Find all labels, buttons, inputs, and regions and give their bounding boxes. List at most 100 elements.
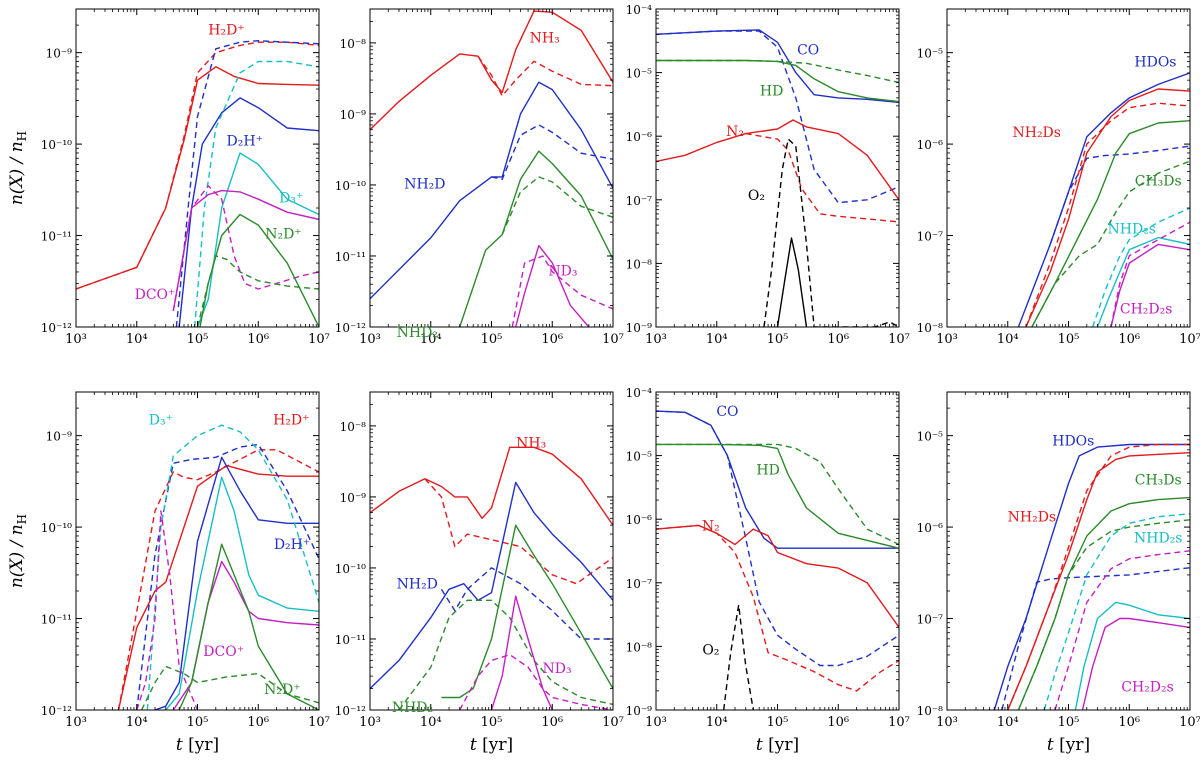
curve-label: HDOs <box>1052 434 1094 450</box>
series-line-unnamed-solid <box>1074 601 1190 710</box>
x-tick-label: 10⁶ <box>247 715 269 730</box>
x-tick-label: 10⁶ <box>1118 715 1140 730</box>
series-line-unnamed-solid <box>776 237 808 327</box>
x-tick-label: 10³ <box>645 715 667 730</box>
series-group <box>656 410 899 710</box>
series-line-ch2d2s-solid <box>1110 243 1190 327</box>
series-line-unnamed-dashed <box>656 59 899 84</box>
series-line-unnamed-dashed <box>656 524 899 692</box>
series-line-h2d+-dashed <box>76 41 319 290</box>
curve-label: D₂H⁺ <box>274 537 310 553</box>
panel-top-4: 10³ 10⁴ 10⁵ 10⁶ 10⁷ 10⁻⁸ 10⁻⁷ 10⁻⁶ 10⁻⁵ HDOs NH₂Ds… <box>917 8 1200 347</box>
series-group <box>76 40 319 327</box>
y-tick-label: 10⁻⁹ <box>626 321 653 335</box>
series-line-ch3ds-solid <box>1017 496 1190 710</box>
y-tick-label: 10⁻¹⁰ <box>335 179 366 193</box>
series-line-unnamed-solid <box>165 476 319 710</box>
curve-label: N₂D⁺ <box>264 682 300 698</box>
x-tick-label: 10³ <box>65 332 87 347</box>
curve-label: HD <box>756 463 779 479</box>
series-line-unnamed-dashed <box>440 567 613 640</box>
curve-label: H₂D⁺ <box>273 413 309 429</box>
plot-frame <box>75 8 320 328</box>
series-line-n2-solid <box>656 524 899 628</box>
y-axis-label: n(X) / nH <box>7 514 29 588</box>
x-tick-label: 10⁶ <box>247 332 269 347</box>
y-tick-label: 10⁻⁶ <box>917 521 944 535</box>
series-line-unnamed-dashed <box>196 255 319 327</box>
series-line-hd-solid <box>656 443 899 549</box>
y-tick-label: 10⁻⁵ <box>626 450 653 464</box>
y-tick-label: 10⁻¹¹ <box>335 250 366 264</box>
series-line-ch3ds-solid <box>1031 120 1190 327</box>
x-tick-label: 10³ <box>936 332 958 347</box>
x-tick-label: 10⁶ <box>827 715 849 730</box>
series-line-unnamed-solid <box>1081 617 1190 710</box>
x-tick-label: 10⁶ <box>541 715 563 730</box>
curve-label: DCO⁺ <box>203 644 244 660</box>
x-tick-label: 10³ <box>65 715 87 730</box>
x-tick-label: 10⁵ <box>767 332 789 347</box>
series-line-unnamed-dashed <box>136 510 199 710</box>
x-tick-label: 10⁷ <box>308 332 330 347</box>
x-tick-label: 10⁷ <box>602 715 624 730</box>
x-tick-label: 10⁴ <box>126 332 148 347</box>
series-line-hdos-solid <box>1017 72 1190 327</box>
curve-label: NH₂Ds <box>1012 125 1060 141</box>
series-line-nhd2-solid <box>441 524 613 699</box>
x-tick-label: 10³ <box>359 715 381 730</box>
series-line-n2d+-solid <box>178 543 319 710</box>
series-line-nhd2s-dashed <box>1092 207 1190 327</box>
y-tick-label: 10⁻⁹ <box>46 47 73 61</box>
series-line-unnamed-dashed <box>745 132 899 223</box>
series-line-unnamed-dashed <box>117 449 319 710</box>
panel-bottom-2: 10³ 10⁴ 10⁵ 10⁶ 10⁷ 10⁻¹² 10⁻¹¹ 10⁻¹⁰ 10⁻⁹ 10⁻⁸ NH… <box>335 391 624 755</box>
x-tick-label: 10⁷ <box>308 715 330 730</box>
curve-label: CO <box>797 43 819 59</box>
y-tick-label: 10⁻⁷ <box>626 577 653 591</box>
x-tick-label: 10⁷ <box>1179 715 1200 730</box>
series-group <box>993 443 1190 710</box>
x-tick-label: 10⁷ <box>888 332 910 347</box>
curve-label: NHD₂s <box>1108 221 1156 237</box>
curve-label: NH₂D <box>404 176 445 192</box>
y-tick-label: 10⁻⁴ <box>626 386 653 400</box>
x-tick-label: 10³ <box>645 332 667 347</box>
y-tick-label: 10⁻⁷ <box>917 613 944 627</box>
y-tick-label: 10⁻¹¹ <box>41 230 72 244</box>
panel-top-3: 10³ 10⁴ 10⁵ 10⁶ 10⁷ 10⁻⁹ 10⁻⁸ 10⁻⁷ 10⁻⁶ 10⁻⁵ 10⁻⁴ C… <box>626 3 910 347</box>
series-line-o2-dashed <box>723 604 754 710</box>
x-tick-label: 10³ <box>359 332 381 347</box>
series-group <box>117 424 319 710</box>
y-tick-label: 10⁻⁸ <box>917 321 944 335</box>
series-group <box>656 29 899 327</box>
plot-frame <box>655 391 900 711</box>
series-line-unnamed-dashed <box>656 443 899 546</box>
series-line-unnamed-dashed <box>1007 443 1190 710</box>
x-tick-label: 10⁴ <box>420 715 442 730</box>
y-tick-label: 10⁻¹² <box>41 704 72 718</box>
series-line-unnamed-dashed <box>1025 102 1190 327</box>
x-tick-label: 10⁶ <box>827 332 849 347</box>
curve-label: O₂ <box>702 642 719 658</box>
series-line-nh2d-solid <box>370 81 613 300</box>
series-line-nh3-solid <box>370 10 613 131</box>
y-tick-label: 10⁻⁷ <box>917 230 944 244</box>
curve-label: CH₂D₂s <box>1121 680 1174 696</box>
x-tick-label: 10⁵ <box>1058 715 1080 730</box>
y-tick-label: 10⁻¹² <box>335 704 366 718</box>
series-line-nh3-solid <box>370 446 613 526</box>
y-tick-label: 10⁻⁸ <box>340 37 367 51</box>
curve-label: HD <box>760 84 783 100</box>
series-line-unnamed-dashed <box>1110 221 1190 327</box>
x-tick-label: 10⁴ <box>706 332 728 347</box>
y-tick-label: 10⁻⁹ <box>340 491 367 505</box>
series-line-co-solid <box>656 410 899 549</box>
x-tick-label: 10⁶ <box>1118 332 1140 347</box>
y-tick-label: 10⁻⁸ <box>626 257 653 271</box>
y-tick-label: 10⁻⁸ <box>626 640 653 654</box>
y-tick-label: 10⁻⁸ <box>340 420 367 434</box>
x-tick-label: 10⁴ <box>997 715 1019 730</box>
series-line-unnamed-dashed <box>656 30 899 204</box>
